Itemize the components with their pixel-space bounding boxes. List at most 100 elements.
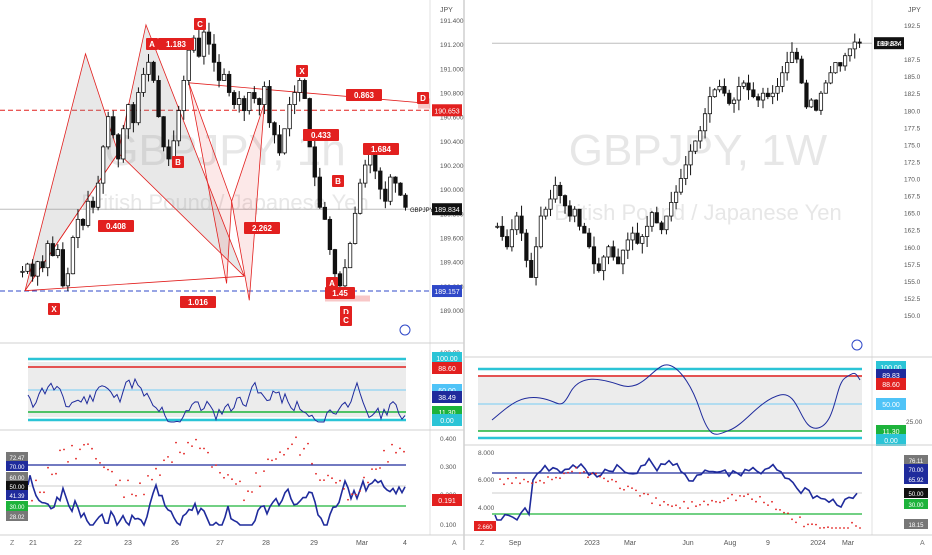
right-candle-body — [587, 232, 592, 248]
left-osc1-tag-4: 38.49 — [438, 395, 456, 402]
left-candle-body — [363, 164, 368, 184]
left-osc2-tag: 0.191 — [438, 498, 456, 505]
left-auto-a: A — [452, 540, 457, 547]
left-osc2-dot — [211, 466, 213, 468]
right-osc2-dot — [819, 527, 821, 529]
right-candle-body — [495, 225, 500, 228]
right-candle-body — [538, 215, 543, 248]
right-osc2-dot — [615, 480, 617, 483]
right-osc2-right-tag: 30.00 — [908, 503, 924, 509]
left-osc2-dot — [39, 491, 41, 494]
right-candle-body — [567, 205, 572, 217]
left-candle-body — [156, 80, 161, 118]
right-x-tick: Mar — [624, 540, 637, 547]
pattern1-ratio-2-bg — [98, 220, 134, 232]
left-osc2-line — [27, 475, 406, 527]
left-level-low-tag: 189.157 — [434, 289, 459, 296]
left-candle-body — [35, 261, 40, 277]
right-osc2-dot — [663, 500, 665, 503]
right-osc2-dot — [591, 472, 593, 475]
left-candle-body — [267, 86, 272, 124]
right-watermark-sub: British Pound / Japanese Yen — [554, 200, 841, 225]
left-x-tick: Mar — [356, 540, 369, 547]
left-x-tick: 26 — [171, 540, 179, 547]
left-candle-body — [25, 263, 30, 272]
right-candle-body — [746, 82, 751, 91]
right-candle-body — [794, 51, 799, 60]
pattern1-ratio-4-bg — [180, 296, 216, 308]
left-candle-body — [40, 261, 45, 269]
left-candle-body — [247, 92, 252, 112]
right-candle-body — [553, 184, 558, 200]
right-last-price-tag-bg — [874, 37, 904, 50]
right-candle-body — [814, 99, 819, 111]
right-osc2-dot — [775, 508, 777, 511]
left-osc2-dot — [187, 441, 189, 444]
left-currency-label: JPY — [440, 7, 453, 14]
left-candle-body — [221, 73, 227, 81]
right-y-tick: 177.5 — [904, 125, 921, 132]
right-osc2-dot — [679, 507, 681, 509]
right-candle-body — [596, 263, 601, 272]
left-osc2-dot — [47, 466, 49, 469]
right-osc1-tag-0: 100.00 — [880, 365, 902, 372]
left-osc2-dot — [259, 485, 261, 488]
left-osc2-dot — [43, 491, 45, 494]
left-candle-body — [216, 61, 222, 81]
right-osc2-dot — [659, 504, 661, 507]
left-osc2-dot — [331, 477, 333, 480]
right-candle-body — [664, 215, 669, 231]
left-candle-body — [282, 128, 287, 154]
left-osc2-dot — [127, 479, 129, 482]
pattern2-label-b: B — [335, 177, 341, 186]
left-candle-body — [75, 218, 81, 238]
right-y-tick: 160.0 — [904, 245, 921, 252]
right-candle-body — [770, 92, 775, 98]
right-candle-body — [712, 89, 717, 98]
right-osc2-dot — [547, 476, 549, 478]
left-candle-body — [322, 206, 328, 220]
right-candle-body — [640, 236, 645, 244]
right-candle-body — [620, 249, 626, 265]
left-level-high-tag: 190.653 — [434, 108, 459, 115]
right-osc2-dot — [595, 472, 597, 475]
left-osc2-dot — [239, 480, 241, 483]
left-candle-body — [146, 61, 151, 75]
left-osc2-dot — [215, 464, 217, 466]
left-osc2-dot — [295, 436, 297, 439]
right-osc2-dot — [859, 527, 861, 529]
left-osc2-dot — [155, 467, 157, 470]
right-y-tick: 157.5 — [904, 262, 921, 269]
pattern2-label-x-bg — [296, 65, 308, 77]
right-osc2-dot — [787, 512, 789, 515]
left-candle-body — [201, 31, 207, 57]
right-candle-body — [572, 208, 577, 217]
right-osc2-dot — [627, 485, 629, 488]
left-osc2-dot — [103, 466, 105, 469]
right-osc2-dot — [731, 493, 733, 496]
right-osc2-left-tag-bg — [474, 521, 496, 531]
right-candle-body — [717, 86, 722, 91]
pattern2-ratio-1-bg — [346, 89, 382, 101]
left-candle-body — [20, 270, 25, 273]
left-osc2-dot — [123, 496, 125, 499]
left-osc2-dot — [251, 491, 253, 493]
left-candle-body — [317, 176, 322, 208]
right-osc2-dot — [651, 502, 653, 505]
right-currency-label: JPY — [908, 7, 921, 14]
left-osc2-left-tag-bg — [6, 461, 28, 471]
right-osc1-tag-1: 89.83 — [882, 373, 900, 380]
right-osc2-dot — [551, 478, 553, 481]
right-y-tick: 187.5 — [904, 57, 921, 64]
left-candle-body — [287, 104, 292, 130]
right-osc2-right-tag: 70.00 — [908, 468, 924, 474]
left-osc2-dot — [375, 468, 377, 470]
left-osc2-dot — [291, 443, 293, 446]
left-candle-body — [85, 200, 91, 226]
right-candle-body — [500, 225, 505, 237]
left-candle-body — [383, 188, 388, 202]
right-candle-body — [707, 96, 712, 115]
left-osc2-dot — [279, 451, 281, 454]
right-candle-body — [606, 246, 611, 258]
